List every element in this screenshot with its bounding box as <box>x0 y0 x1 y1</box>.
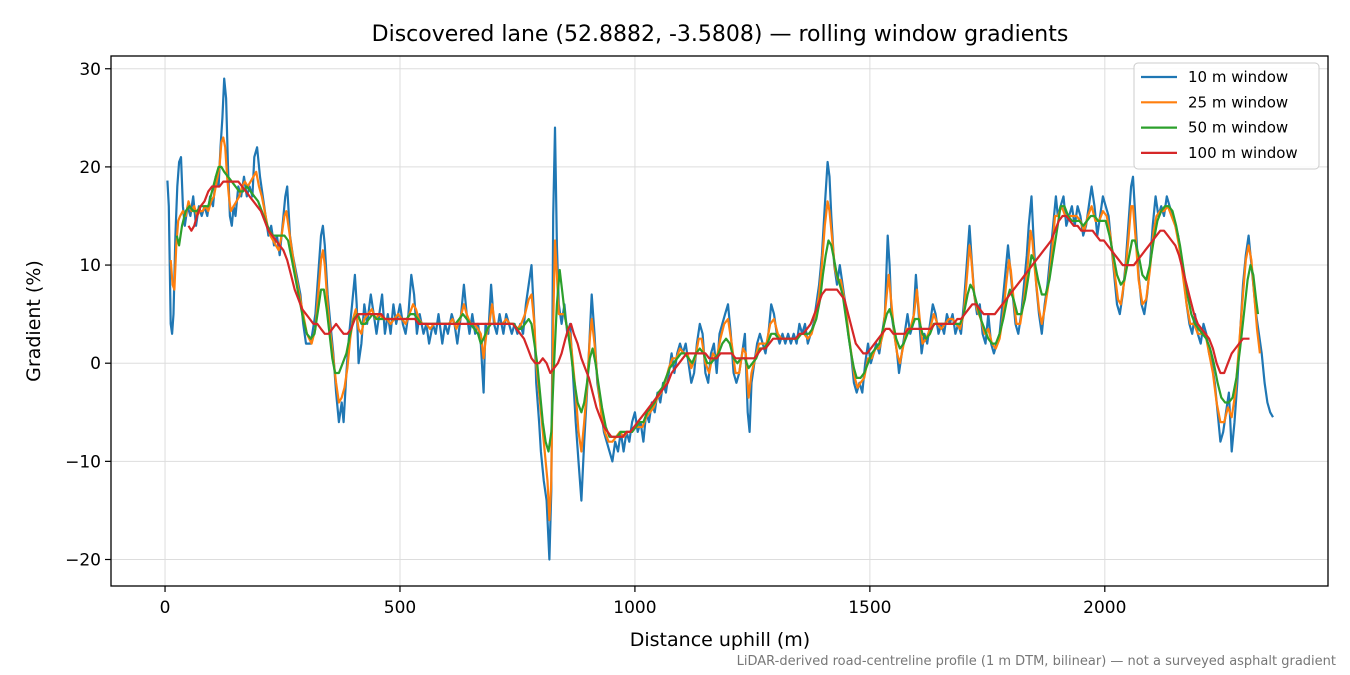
legend: 10 m window 25 m window 50 m window 100 m w… <box>1133 62 1320 170</box>
footnote: LiDAR-derived road-centreline profile (1… <box>737 654 1336 669</box>
x-tick-label: 1000 <box>613 598 656 618</box>
x-tick-label: 2000 <box>1083 598 1126 618</box>
x-tick-label: 0 <box>160 598 171 618</box>
series-line <box>187 180 1250 438</box>
plot-frame <box>110 55 1329 587</box>
legend-label: 10 m window <box>1188 68 1288 86</box>
y-tick-label: −10 <box>65 452 101 472</box>
grid <box>111 56 1328 586</box>
y-tick-label: −20 <box>65 551 101 571</box>
y-tick-label: 30 <box>79 60 101 80</box>
chart-title: Discovered lane (52.8882, -3.5808) — rol… <box>372 22 1069 47</box>
y-tick-label: 0 <box>90 354 101 374</box>
axis-ticks: 0 500 1000 1500 2000 −20 −10 0 10 20 30 <box>65 60 1126 618</box>
series-lines <box>166 77 1274 561</box>
y-tick-label: 20 <box>79 158 101 178</box>
y-tick-label: 10 <box>79 256 101 276</box>
legend-box <box>1133 62 1320 170</box>
x-axis-label: Distance uphill (m) <box>630 629 810 651</box>
legend-label: 50 m window <box>1188 119 1288 137</box>
y-axis-label: Gradient (%) <box>23 260 45 382</box>
legend-label: 25 m window <box>1188 93 1288 111</box>
x-tick-label: 1500 <box>848 598 891 618</box>
legend-label: 100 m window <box>1188 144 1298 162</box>
x-tick-label: 500 <box>384 598 416 618</box>
